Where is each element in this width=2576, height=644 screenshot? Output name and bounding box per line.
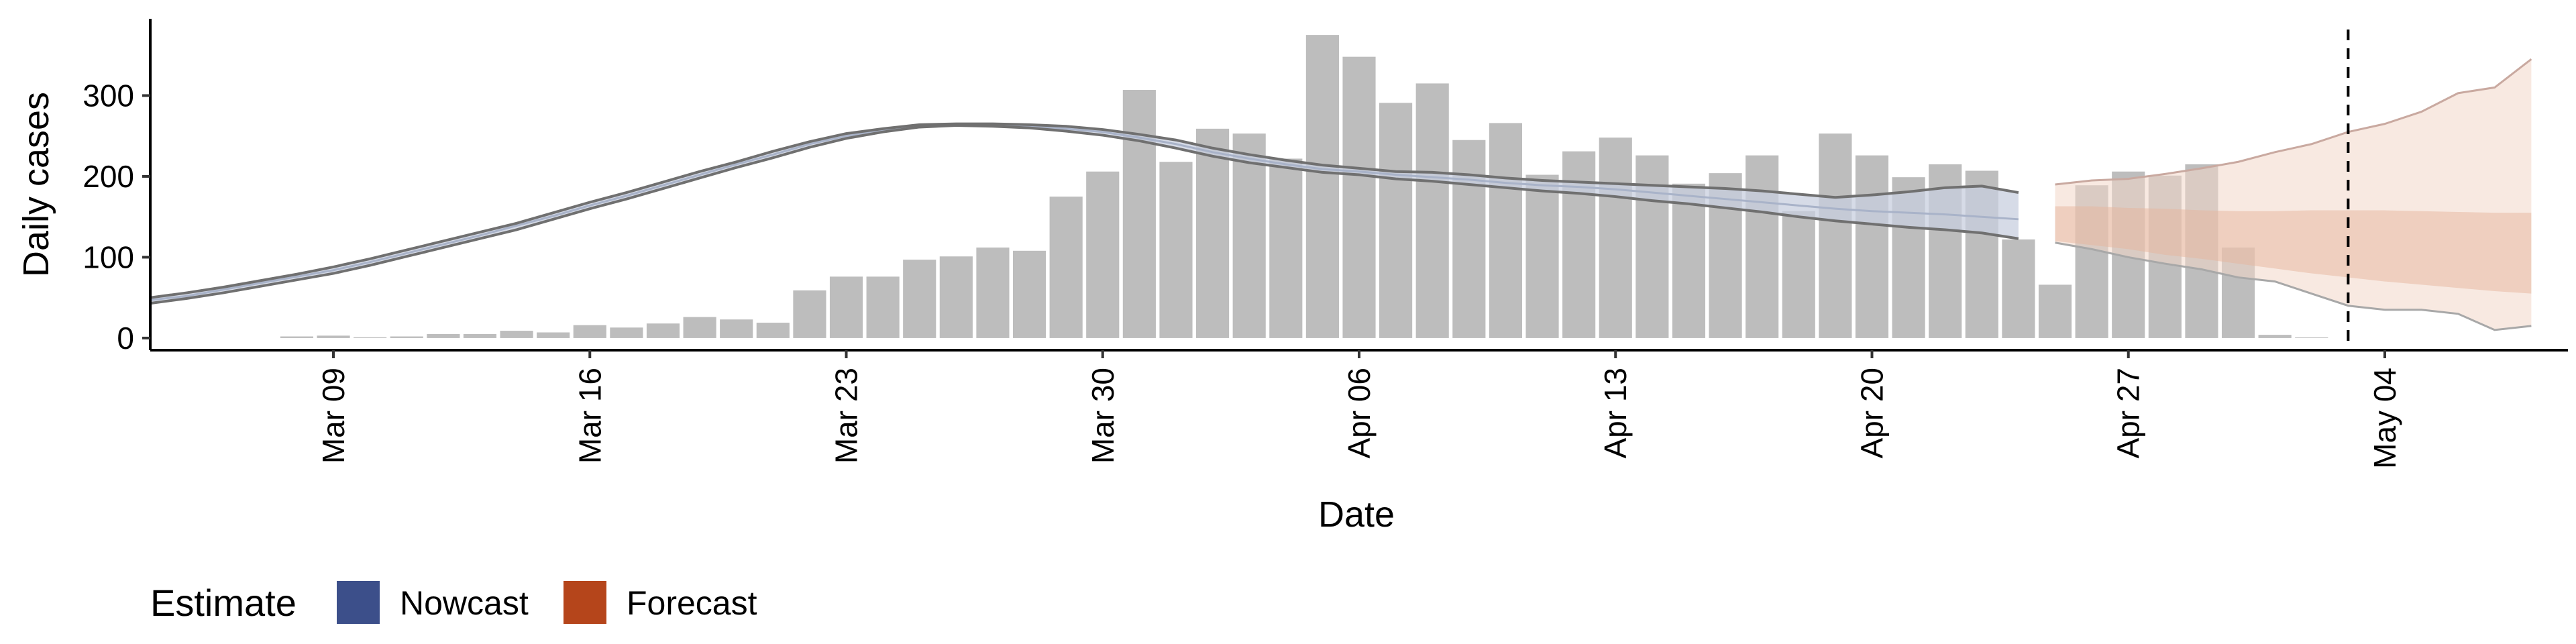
bar-2020-04-15 <box>1672 183 1706 338</box>
x-tick-label-2020-04-20: Apr 20 <box>1854 368 1889 459</box>
nowcast-upper-line <box>150 122 2019 299</box>
y-tick-label-200: 200 <box>83 159 134 194</box>
bar-2020-03-29 <box>1049 197 1083 338</box>
bar-2020-04-06 <box>1342 56 1376 338</box>
bar-2020-04-02 <box>1196 128 1230 338</box>
bar-2020-03-27 <box>976 247 1010 338</box>
nowcast-lower-line <box>150 124 2019 305</box>
forecast-lower-line <box>2055 241 2532 331</box>
bar-2020-04-05 <box>1305 35 1339 338</box>
y-tick-label-100: 100 <box>83 239 134 274</box>
bar-2020-04-18 <box>1782 211 1815 338</box>
bar-2020-04-17 <box>1746 155 1779 338</box>
bar-2020-04-03 <box>1232 133 1266 338</box>
legend-key-nowcast <box>337 581 380 624</box>
x-tick-label-2020-05-04: May 04 <box>2367 368 2402 469</box>
bar-2020-03-20 <box>720 319 753 338</box>
bar-2020-03-13 <box>463 333 497 338</box>
bar-2020-04-20 <box>1855 155 1889 338</box>
bar-2020-03-30 <box>1086 171 1120 338</box>
bar-2020-03-12 <box>427 333 460 338</box>
nowcast-layer <box>150 122 2019 305</box>
bar-2020-04-24 <box>2002 239 2035 338</box>
y-tick-label-0: 0 <box>117 321 134 356</box>
x-tick-label-2020-03-09: Mar 09 <box>316 368 351 464</box>
bar-2020-05-02 <box>2295 337 2328 338</box>
bar-2020-03-25 <box>903 260 936 338</box>
bar-2020-04-14 <box>1635 155 1669 338</box>
bar-2020-03-26 <box>939 256 973 338</box>
bar-2020-04-25 <box>2038 284 2072 338</box>
x-tick-label-2020-03-16: Mar 16 <box>572 368 607 464</box>
axes-layer: 0 100 200 300 Mar 09 Mar 16 Mar 23 Mar 30 Apr 06… <box>83 19 2568 469</box>
bars-layer <box>280 35 2328 338</box>
legend-label-nowcast: Nowcast <box>400 584 529 622</box>
bar-2020-04-07 <box>1379 103 1413 338</box>
legend-key-forecast <box>564 581 606 624</box>
x-tick-label-2020-04-06: Apr 06 <box>1342 368 1377 459</box>
legend-label-forecast: Forecast <box>627 584 757 622</box>
legend: Estimate Nowcast Forecast <box>150 581 757 624</box>
bar-2020-04-01 <box>1159 162 1193 338</box>
forecast-layer <box>2055 58 2532 331</box>
bar-2020-03-15 <box>537 332 570 338</box>
bar-2020-04-19 <box>1819 133 1852 338</box>
bar-2020-03-14 <box>500 331 533 338</box>
legend-title: Estimate <box>150 582 297 624</box>
x-axis-title: Date <box>1318 494 1395 535</box>
bar-2020-03-10 <box>354 337 387 338</box>
bar-2020-03-21 <box>756 323 790 338</box>
bar-2020-03-09 <box>317 335 350 338</box>
bar-2020-03-24 <box>866 276 900 338</box>
bar-2020-03-28 <box>1012 250 1046 338</box>
bar-2020-03-18 <box>646 323 680 338</box>
y-axis-title: Daily cases <box>16 92 56 277</box>
bar-2020-03-31 <box>1122 90 1156 338</box>
bar-2020-04-12 <box>1562 151 1596 338</box>
bar-2020-03-11 <box>390 336 423 338</box>
bar-2020-03-19 <box>683 317 716 338</box>
bar-2020-03-16 <box>573 325 606 338</box>
x-tick-label-2020-04-13: Apr 13 <box>1598 368 1633 459</box>
bar-2020-04-11 <box>1525 174 1559 338</box>
bar-2020-04-09 <box>1452 140 1486 338</box>
y-tick-label-300: 300 <box>83 78 134 113</box>
x-tick-label-2020-04-27: Apr 27 <box>2111 368 2146 459</box>
bar-2020-03-23 <box>829 276 863 338</box>
bar-2020-04-13 <box>1599 138 1632 338</box>
bar-2020-05-01 <box>2258 335 2292 338</box>
bar-2020-03-22 <box>793 290 826 338</box>
bar-2020-04-10 <box>1489 123 1522 338</box>
nowcast-median-line <box>150 123 2019 301</box>
bar-2020-04-08 <box>1415 83 1449 338</box>
forecast-ribbon-50 <box>2055 206 2532 294</box>
bar-2020-03-17 <box>610 327 643 338</box>
bar-2020-04-04 <box>1269 158 1303 338</box>
x-tick-label-2020-03-23: Mar 23 <box>829 368 864 464</box>
x-tick-label-2020-03-30: Mar 30 <box>1085 368 1120 464</box>
forecast-upper-line <box>2055 58 2532 186</box>
bar-2020-03-08 <box>280 336 313 338</box>
